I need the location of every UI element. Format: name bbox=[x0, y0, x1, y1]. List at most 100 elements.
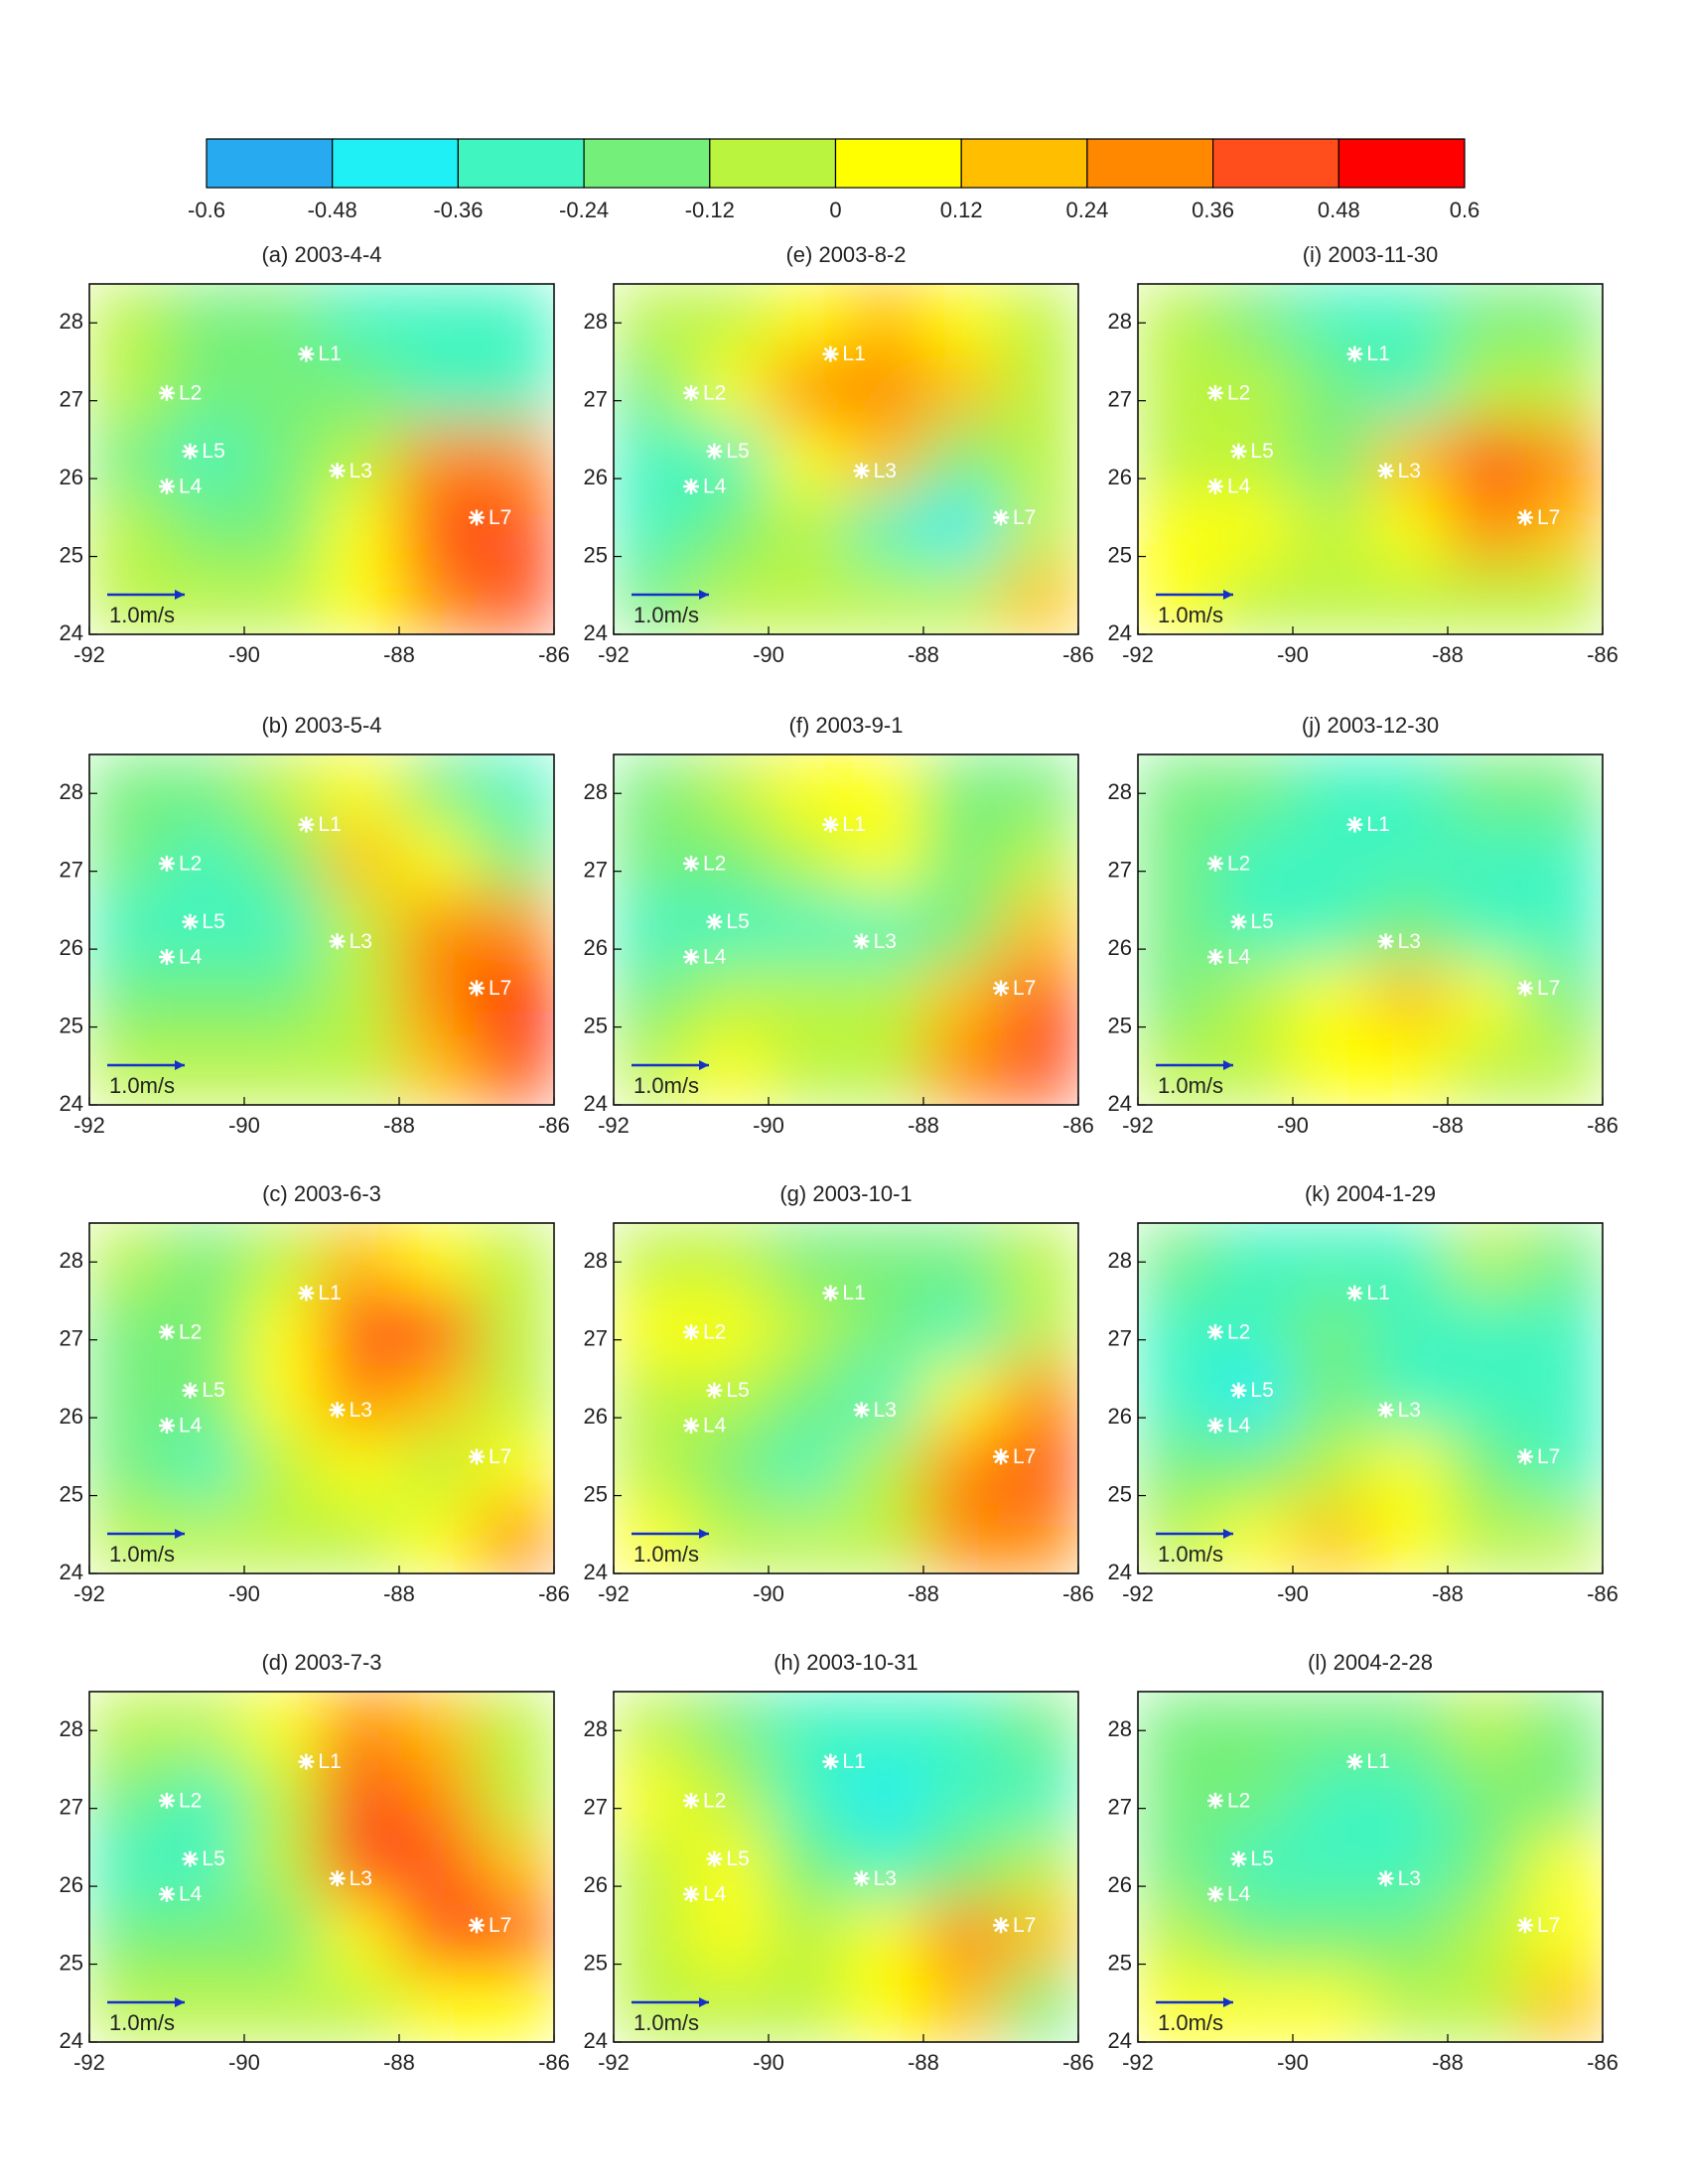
y-tick-label: 24 bbox=[1108, 2028, 1132, 2053]
ssh-cell bbox=[476, 563, 554, 634]
ssh-cell bbox=[922, 964, 1002, 1035]
colorbar-tick-label: -0.6 bbox=[188, 198, 225, 222]
ssh-cell bbox=[845, 1362, 924, 1434]
ssh-cell bbox=[690, 1433, 770, 1504]
ssh-field bbox=[1138, 1223, 1603, 1573]
ssh-cell bbox=[321, 1831, 400, 1903]
axes-frame bbox=[613, 1222, 1079, 1574]
field-clip bbox=[614, 754, 1078, 1105]
axes-frame bbox=[613, 753, 1079, 1106]
y-tick-label: 28 bbox=[584, 779, 608, 804]
x-tick-label: -86 bbox=[538, 1581, 570, 1606]
station-label: L5 bbox=[1250, 440, 1273, 463]
station-label: L7 bbox=[1013, 1445, 1036, 1468]
x-tick-label: -88 bbox=[1432, 642, 1464, 667]
ssh-cell bbox=[1292, 1433, 1371, 1504]
scale-label: 1.0m/s bbox=[633, 1073, 699, 1098]
station-label: L1 bbox=[318, 813, 341, 836]
y-tick-label: 28 bbox=[1108, 1248, 1132, 1273]
station-label: L7 bbox=[489, 1914, 511, 1937]
ssh-cell bbox=[243, 1971, 323, 2042]
ssh-cell bbox=[614, 824, 692, 895]
y-tick-label: 28 bbox=[584, 309, 608, 334]
ssh-cell bbox=[476, 1761, 554, 1833]
ssh-cell bbox=[1214, 1223, 1294, 1295]
ssh-cell bbox=[690, 1223, 770, 1295]
x-tick-label: -86 bbox=[1062, 1581, 1094, 1606]
ssh-cell bbox=[89, 284, 168, 355]
y-tick-label: 28 bbox=[584, 1248, 608, 1273]
ssh-cell bbox=[768, 1433, 847, 1504]
panel-title: (e) 2003-8-2 bbox=[785, 242, 906, 267]
station-marker bbox=[706, 913, 723, 930]
colorbar-tick-label: -0.12 bbox=[685, 198, 735, 222]
station-marker bbox=[822, 345, 839, 362]
y-tick-label: 28 bbox=[1108, 779, 1132, 804]
station-label: L3 bbox=[1398, 460, 1421, 482]
panel: (l) 2004-2-28 1.0m/s L1 L2 L3 L4 L5 L7 -92 -90 -88… bbox=[1108, 1650, 1618, 2075]
scale-arrow-head bbox=[175, 590, 185, 600]
x-tick-label: -88 bbox=[908, 642, 939, 667]
ssh-field bbox=[614, 1692, 1078, 2042]
ssh-cell bbox=[1369, 353, 1449, 425]
y-tick-label: 26 bbox=[1108, 1404, 1132, 1429]
x-tick-label: -90 bbox=[1277, 1581, 1309, 1606]
station-label: L7 bbox=[1013, 506, 1036, 529]
ssh-cell bbox=[922, 1761, 1002, 1833]
ssh-cell bbox=[1292, 1223, 1371, 1295]
station-marker bbox=[1207, 1417, 1223, 1433]
ssh-cell bbox=[89, 1223, 168, 1295]
ssh-cell bbox=[243, 1761, 323, 1833]
y-tick-label: 26 bbox=[584, 1872, 608, 1897]
station-label: L3 bbox=[350, 1867, 372, 1890]
ssh-cell bbox=[614, 1971, 692, 2042]
ssh-cell bbox=[1292, 824, 1371, 895]
ssh-cell bbox=[476, 1502, 554, 1573]
ssh-cell bbox=[1000, 1223, 1078, 1295]
colorbar-tick-label: 0.6 bbox=[1450, 198, 1480, 222]
station-label: L5 bbox=[726, 1847, 749, 1870]
y-tick-label: 26 bbox=[1108, 465, 1132, 489]
ssh-cell bbox=[166, 893, 245, 966]
ssh-cell bbox=[1000, 1761, 1078, 1833]
station-label: L3 bbox=[350, 1399, 372, 1422]
ssh-cell bbox=[321, 964, 400, 1035]
station-marker bbox=[683, 1417, 699, 1433]
station-marker bbox=[1377, 1402, 1394, 1419]
panel: (d) 2003-7-3 1.0m/s L1 L2 L3 L4 L5 L7 -92 -90 -88 -… bbox=[60, 1650, 570, 2075]
ssh-cell bbox=[1369, 493, 1449, 565]
station-label: L5 bbox=[726, 1379, 749, 1402]
ssh-cell bbox=[398, 493, 478, 565]
station-marker bbox=[1377, 1870, 1394, 1887]
ssh-cell bbox=[1369, 1502, 1449, 1573]
ssh-cell bbox=[321, 1692, 400, 1763]
ssh-cell bbox=[768, 1293, 847, 1364]
station-label: L7 bbox=[1537, 1445, 1560, 1468]
field-clip bbox=[89, 754, 554, 1105]
panel: (c) 2003-6-3 1.0m/s L1 L2 L3 L4 L5 L7 -92 -90 -88 -… bbox=[60, 1181, 570, 1606]
colorbar-bin bbox=[1337, 138, 1466, 189]
station-label: L3 bbox=[350, 930, 372, 953]
station-label: L3 bbox=[1398, 1867, 1421, 1890]
ssh-cell bbox=[321, 284, 400, 355]
station-label: L5 bbox=[1250, 910, 1273, 933]
colorbar-bin bbox=[1086, 138, 1214, 189]
ssh-cell bbox=[89, 754, 168, 826]
station-marker bbox=[1346, 816, 1363, 833]
ssh-cell bbox=[1138, 1692, 1216, 1763]
ssh-cell bbox=[243, 1223, 323, 1295]
station-marker bbox=[1207, 855, 1223, 872]
station-marker bbox=[853, 463, 870, 479]
station-label: L7 bbox=[489, 1445, 511, 1468]
station-marker bbox=[822, 1285, 839, 1301]
ssh-cell bbox=[1214, 1362, 1294, 1434]
y-tick-label: 27 bbox=[1108, 1325, 1132, 1350]
station-label: L2 bbox=[1227, 1320, 1250, 1343]
ssh-cell bbox=[1214, 754, 1294, 826]
ssh-cell bbox=[1214, 1293, 1294, 1364]
station-label: L4 bbox=[703, 1883, 727, 1906]
field-clip bbox=[89, 284, 554, 634]
scale-label: 1.0m/s bbox=[109, 603, 175, 627]
ssh-cell bbox=[166, 423, 245, 495]
station-marker bbox=[329, 1870, 346, 1887]
